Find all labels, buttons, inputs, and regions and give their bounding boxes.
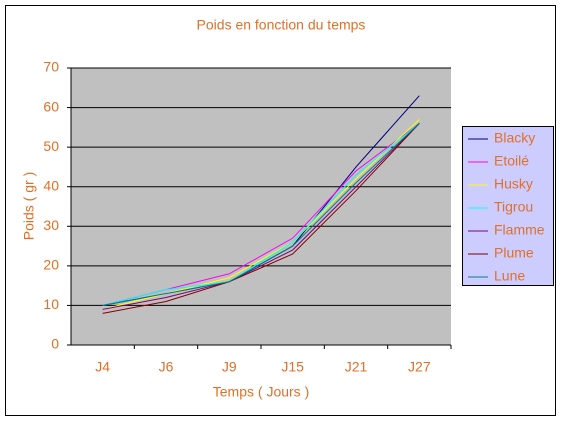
x-tick-label: J4 [95, 359, 110, 375]
series-line [102, 123, 420, 306]
series-line [102, 119, 420, 310]
y-tick-label: 50 [43, 138, 59, 154]
y-tick-label: 30 [43, 217, 59, 233]
y-tick-label: 60 [43, 98, 59, 114]
legend [462, 126, 554, 286]
y-tick-label: 40 [43, 177, 59, 193]
legend-label: Etoilé [494, 153, 529, 169]
legend-label: Flamme [494, 222, 545, 238]
x-axis-label: Temps ( Jours ) [213, 384, 309, 400]
x-tick-label: J15 [281, 359, 304, 375]
legend-label: Blacky [494, 130, 535, 146]
y-tick-label: 20 [43, 257, 59, 273]
y-tick-label: 0 [51, 336, 59, 352]
x-tick-label: J6 [159, 359, 174, 375]
legend-label: Plume [494, 245, 534, 261]
legend-label: Husky [494, 176, 533, 192]
x-tick-label: J27 [408, 359, 431, 375]
y-axis-label: Poids ( gr ) [21, 172, 37, 240]
x-tick-label: J9 [222, 359, 237, 375]
plot-area [71, 68, 451, 345]
series-line [102, 123, 420, 310]
y-tick-label: 10 [43, 296, 59, 312]
x-tick-label: J21 [345, 359, 368, 375]
series-line [102, 123, 420, 314]
legend-label: Lune [494, 268, 525, 284]
y-tick-label: 70 [43, 59, 59, 75]
legend-label: Tigrou [494, 199, 533, 215]
chart-title: Poids en fonction du temps [197, 17, 366, 33]
series-line [102, 123, 420, 306]
